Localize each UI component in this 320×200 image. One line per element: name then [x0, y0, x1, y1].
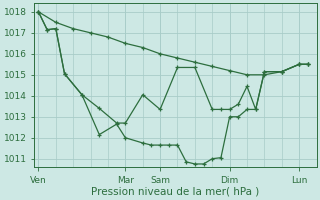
- X-axis label: Pression niveau de la mer( hPa ): Pression niveau de la mer( hPa ): [91, 187, 260, 197]
